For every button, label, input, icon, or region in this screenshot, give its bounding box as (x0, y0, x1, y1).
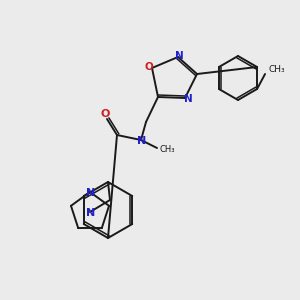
Text: N: N (86, 208, 96, 218)
Text: CH₃: CH₃ (268, 65, 285, 74)
Text: O: O (100, 109, 110, 119)
Text: N: N (184, 94, 192, 104)
Text: O: O (145, 62, 153, 72)
Text: N: N (86, 188, 96, 198)
Text: CH₃: CH₃ (160, 146, 176, 154)
Text: N: N (175, 51, 183, 61)
Text: N: N (137, 136, 147, 146)
